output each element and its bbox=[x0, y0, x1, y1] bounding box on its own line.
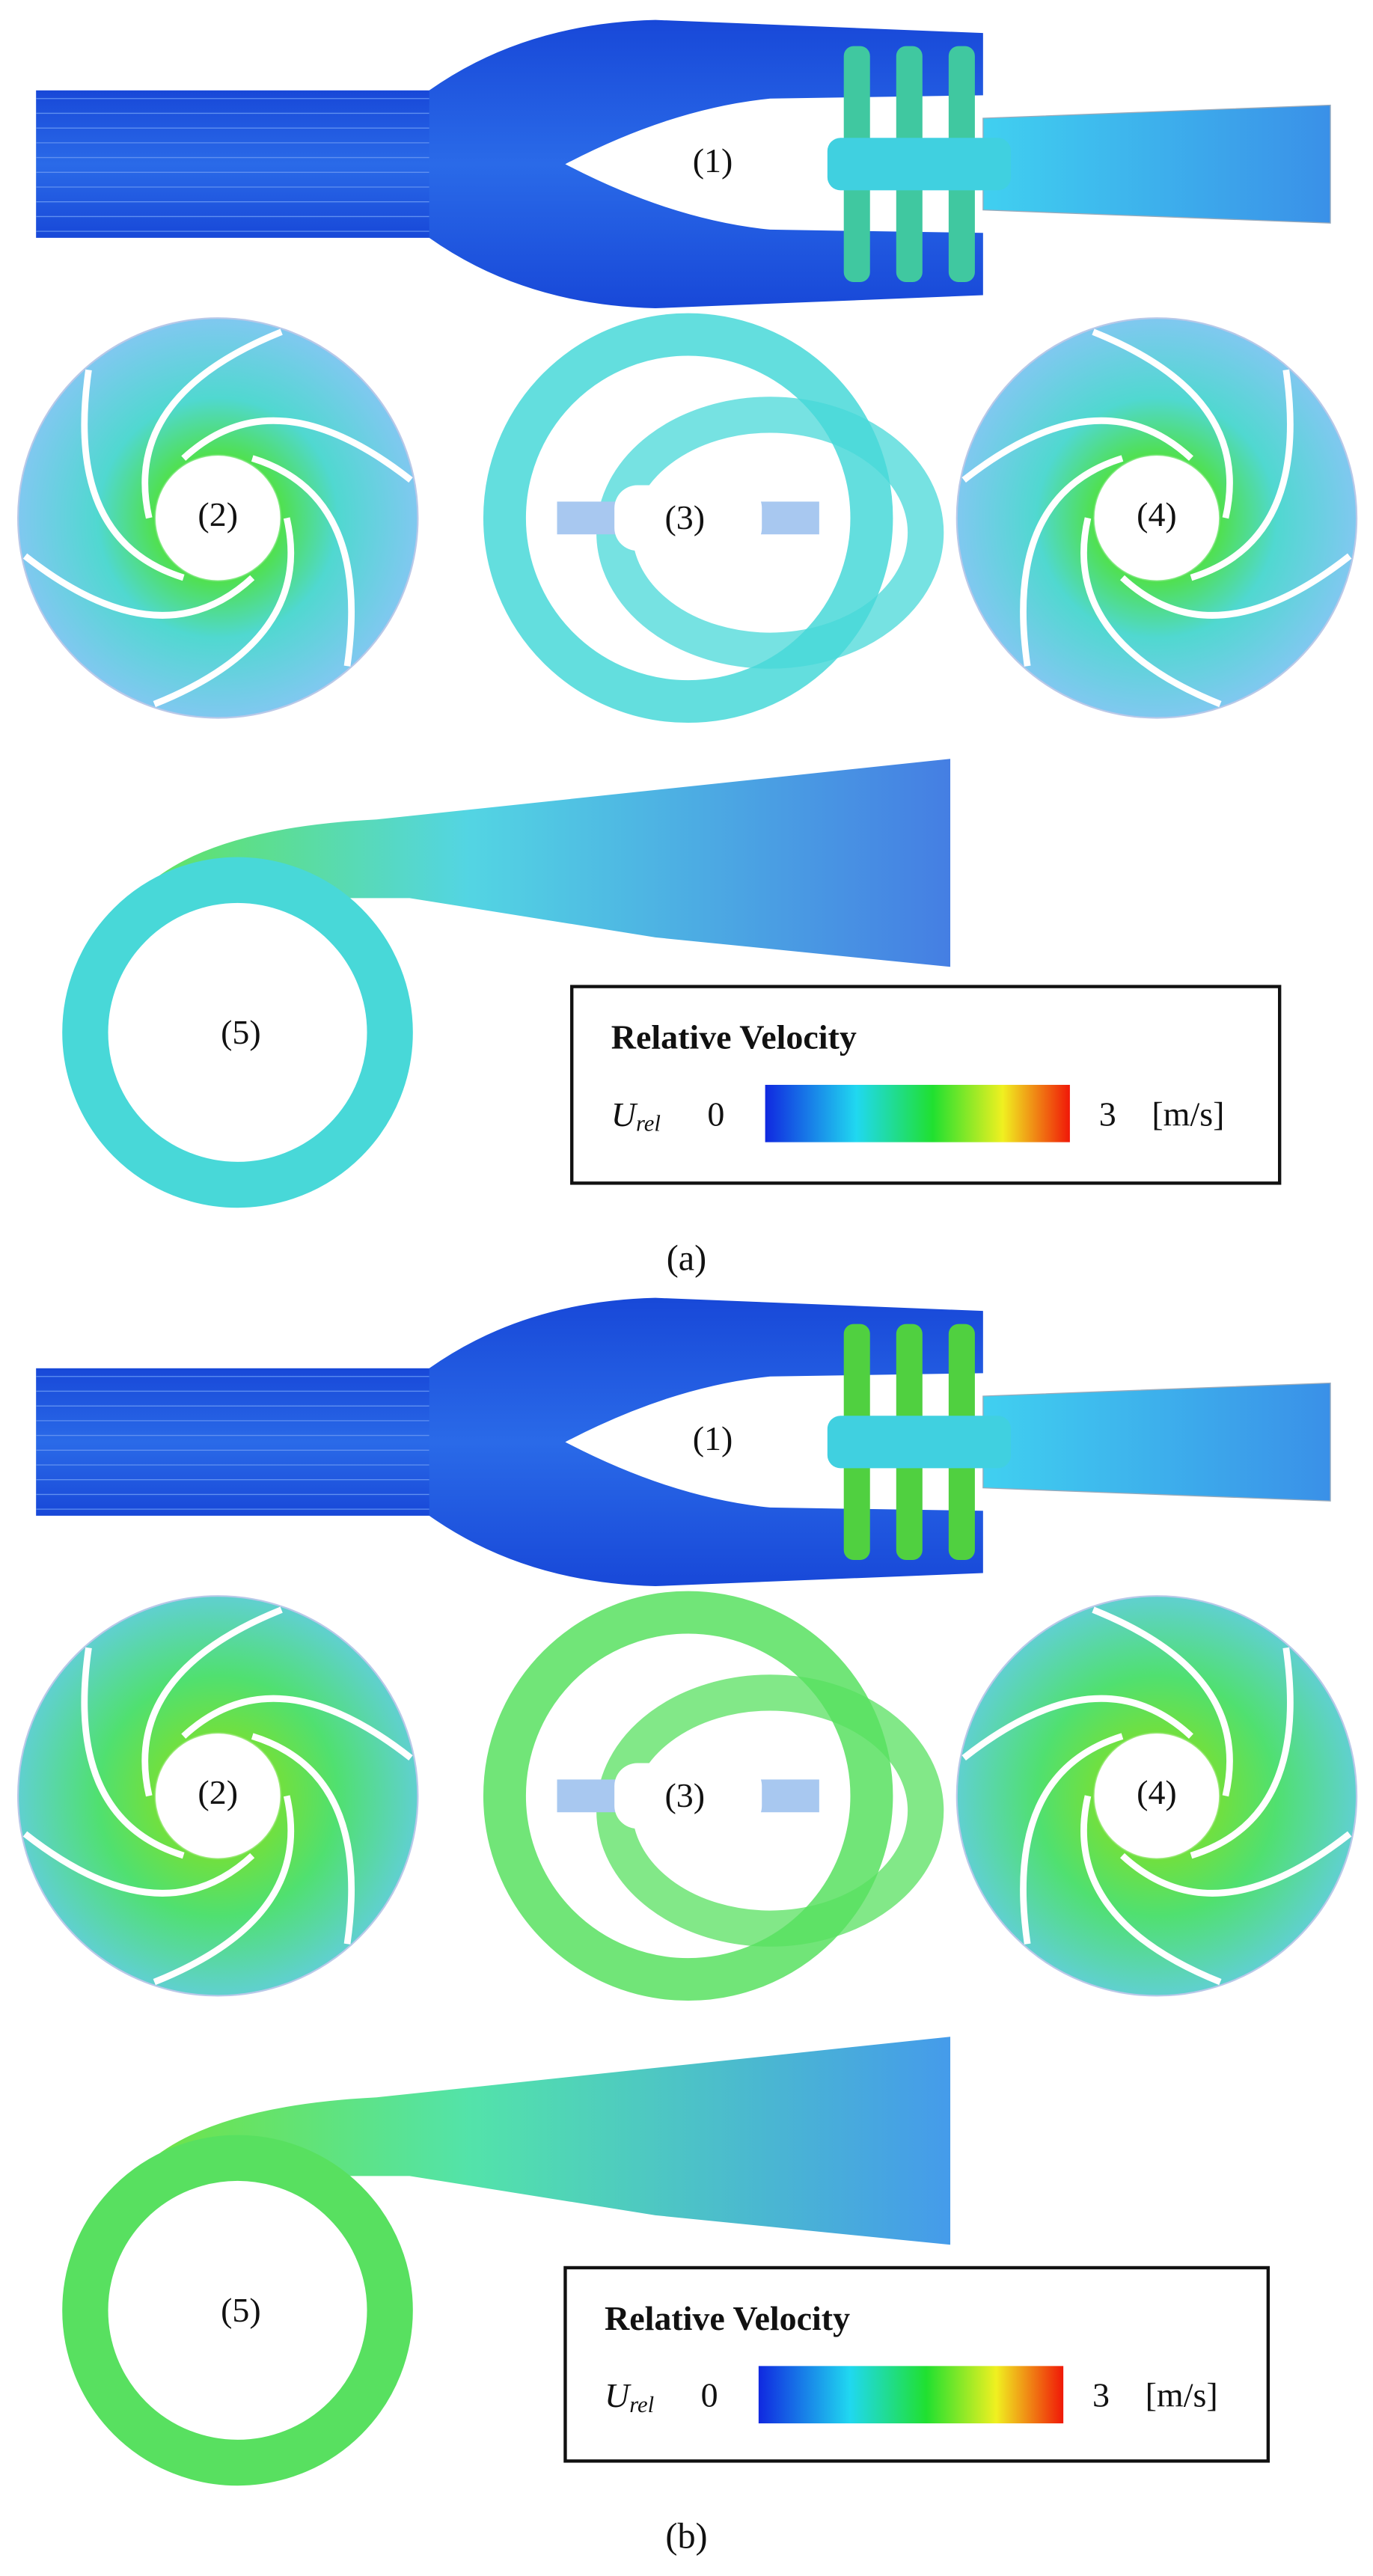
legend-box bbox=[563, 2266, 1270, 2463]
blade bbox=[81, 369, 185, 581]
blade bbox=[181, 1695, 413, 1760]
legend-unit: [m/s] bbox=[1146, 2376, 1218, 2414]
blade bbox=[1092, 1606, 1233, 1797]
region-label: (2) bbox=[198, 1773, 238, 1811]
diffuser bbox=[147, 759, 951, 967]
blade bbox=[1119, 553, 1352, 619]
legend-title: Relative Velocity bbox=[605, 2299, 850, 2337]
blade bbox=[22, 553, 255, 619]
symbol-subscript: rel bbox=[629, 2392, 654, 2417]
blade bbox=[1092, 328, 1233, 519]
panel: (1) (2) (4) (3) (5) Relative Velocity Urel 0 3 [m… bbox=[16, 1297, 1358, 2557]
legend-min: 0 bbox=[701, 2376, 718, 2414]
blade bbox=[141, 328, 283, 519]
channel-ring bbox=[483, 313, 893, 723]
region-label: (1) bbox=[693, 141, 733, 180]
volute-inner bbox=[119, 2192, 356, 2429]
channel-gap bbox=[614, 1763, 762, 1829]
region-label: (3) bbox=[665, 498, 706, 536]
legend-symbol: Urel bbox=[611, 1095, 661, 1136]
blade bbox=[1080, 1795, 1222, 1986]
blade bbox=[1119, 1831, 1352, 1897]
region-label: (3) bbox=[665, 1776, 706, 1814]
region-label: (2) bbox=[198, 495, 238, 533]
blade bbox=[961, 1695, 1193, 1760]
region-label: (4) bbox=[1137, 495, 1177, 533]
region-label: (5) bbox=[221, 1013, 261, 1051]
channel-ring bbox=[483, 1591, 893, 2001]
blade bbox=[141, 1606, 283, 1797]
impeller-hub bbox=[827, 1416, 1012, 1469]
colorbar bbox=[758, 2366, 1064, 2423]
panel: (1) (2) (4) (3) (5) Relative Velocity Urel 0 3 [m… bbox=[16, 19, 1358, 1279]
inlet-pipe bbox=[36, 1368, 433, 1516]
blade bbox=[153, 517, 295, 708]
blade bbox=[153, 1795, 295, 1986]
blade bbox=[1190, 369, 1294, 581]
blade bbox=[1020, 455, 1124, 667]
region-label: (1) bbox=[693, 1419, 733, 1457]
inlet-pipe bbox=[36, 90, 433, 238]
legend-title: Relative Velocity bbox=[611, 1018, 857, 1056]
legend-max: 3 bbox=[1092, 2376, 1110, 2414]
blade bbox=[251, 455, 355, 667]
blade bbox=[961, 417, 1193, 483]
blade bbox=[1080, 517, 1222, 708]
channel-gap bbox=[614, 485, 762, 551]
symbol: U bbox=[605, 2376, 632, 2414]
hub bbox=[156, 456, 281, 581]
outlet-cone bbox=[982, 1382, 1331, 1502]
legend-min: 0 bbox=[707, 1095, 724, 1133]
symbol: U bbox=[611, 1095, 638, 1133]
region-label: (5) bbox=[221, 2291, 261, 2329]
blade bbox=[251, 1733, 355, 1945]
blade bbox=[181, 417, 413, 483]
blade bbox=[1020, 1733, 1124, 1945]
diffuser bbox=[147, 2037, 951, 2245]
blade bbox=[22, 1831, 255, 1897]
legend-symbol: Urel bbox=[605, 2376, 654, 2417]
legend-unit: [m/s] bbox=[1152, 1095, 1224, 1133]
outlet-cone bbox=[982, 104, 1331, 224]
panel-label: (a) bbox=[667, 1239, 706, 1279]
volute bbox=[62, 2135, 413, 2486]
legend-max: 3 bbox=[1099, 1095, 1116, 1133]
region-label: (4) bbox=[1137, 1773, 1177, 1811]
colorbar bbox=[765, 1084, 1070, 1142]
impeller-hub bbox=[827, 138, 1012, 191]
hub bbox=[156, 1734, 281, 1858]
blade bbox=[81, 1647, 185, 1859]
volute-inner bbox=[119, 914, 356, 1151]
hub bbox=[1094, 456, 1220, 581]
symbol-subscript: rel bbox=[636, 1111, 661, 1136]
hub bbox=[1094, 1734, 1220, 1858]
volute bbox=[62, 857, 413, 1208]
blade bbox=[1190, 1647, 1294, 1859]
panel-label: (b) bbox=[665, 2517, 707, 2557]
